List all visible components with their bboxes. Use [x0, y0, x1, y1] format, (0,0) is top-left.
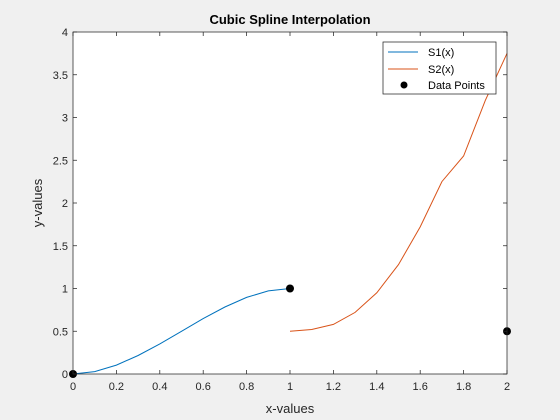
- legend-label-points: Data Points: [428, 80, 485, 92]
- y-tick-label: 3.5: [53, 70, 68, 82]
- x-tick-label: 1.6: [413, 381, 428, 393]
- legend: S1(x) S2(x) Data Points: [383, 42, 496, 94]
- x-tick-label: 1.2: [326, 381, 341, 393]
- chart-title: Cubic Spline Interpolation: [209, 12, 370, 27]
- x-axis-label: x-values: [266, 401, 315, 416]
- x-tick-label: 1.4: [369, 381, 384, 393]
- y-tick-label: 3: [62, 113, 68, 125]
- x-tick-label: 0.2: [109, 381, 124, 393]
- y-tick-label: 0.5: [53, 326, 68, 338]
- x-tick-label: 1.8: [456, 381, 471, 393]
- y-axis-label: y-values: [30, 178, 45, 227]
- data-point: [286, 285, 294, 293]
- y-tick-label: 2.5: [53, 155, 68, 167]
- x-tick-label: 0.8: [239, 381, 254, 393]
- x-tick-label: 0.6: [196, 381, 211, 393]
- y-tick-label: 1: [62, 284, 68, 296]
- y-tick-label: 0: [62, 369, 68, 381]
- y-tick-label: 4: [62, 27, 68, 39]
- x-tick-label: 1: [287, 381, 293, 393]
- y-tick-label: 1.5: [53, 241, 68, 253]
- legend-label-s1: S1(x): [428, 47, 454, 59]
- legend-swatch-points: [401, 82, 408, 89]
- x-tick-label: 2: [504, 381, 510, 393]
- legend-label-s2: S2(x): [428, 64, 454, 76]
- x-tick-label: 0: [70, 381, 76, 393]
- y-tick-label: 2: [62, 198, 68, 210]
- x-tick-label: 0.4: [152, 381, 167, 393]
